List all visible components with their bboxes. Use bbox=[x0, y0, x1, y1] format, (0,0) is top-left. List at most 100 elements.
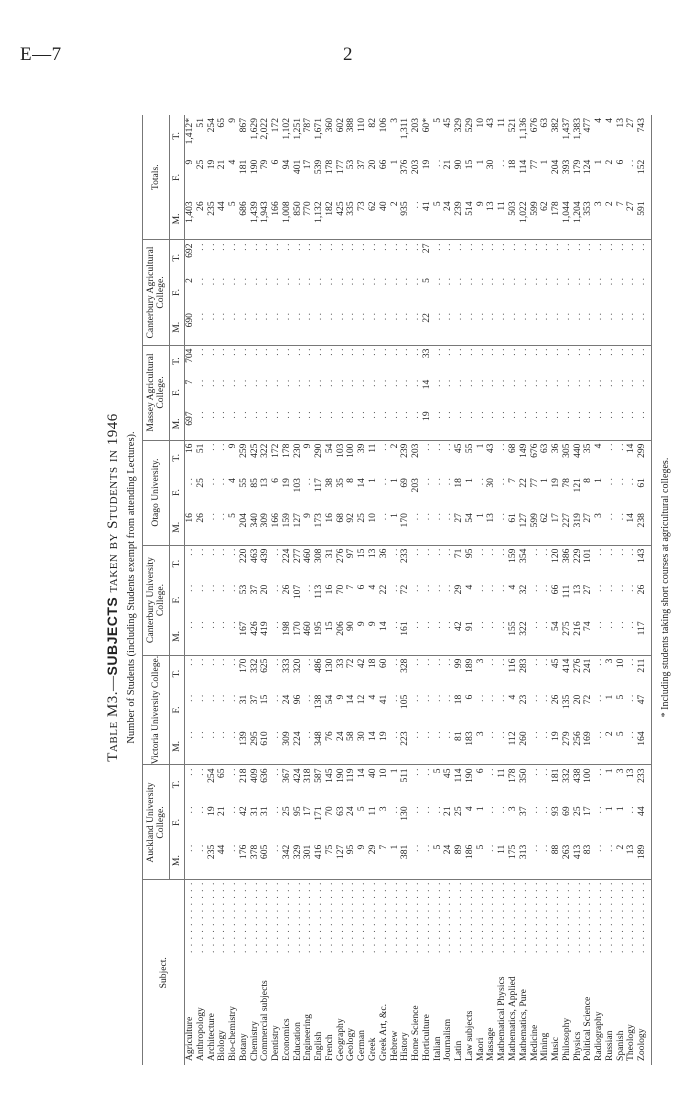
title-bold: SUBJECTS bbox=[104, 596, 120, 676]
subcolumn-header: T. bbox=[169, 440, 185, 476]
value-cell: . . bbox=[303, 478, 314, 486]
value-cell: 7 bbox=[615, 198, 627, 240]
value-cell: . . bbox=[561, 310, 573, 346]
subject-label: Mathematics, Pure bbox=[518, 987, 529, 1061]
value-cell: 31 bbox=[324, 548, 335, 559]
value-cell: 4 bbox=[594, 118, 605, 123]
subject-cell: Medicine bbox=[529, 880, 541, 1065]
value-cell: . . bbox=[432, 658, 443, 666]
value-cell: . . bbox=[626, 618, 638, 656]
value-cell: 19 bbox=[206, 159, 217, 170]
value-cell: . . bbox=[551, 310, 562, 346]
table-row: Maori 5 1 6 3 . . 3 . . . . . . 1 . . 1 . . . . . . . ..… bbox=[475, 115, 487, 1065]
value-cell: 521 bbox=[507, 118, 518, 133]
value-cell: . . bbox=[271, 408, 282, 441]
value-cell: 867 bbox=[238, 118, 249, 133]
value-cell: 42 bbox=[454, 618, 465, 656]
group-header: Victoria University College. bbox=[142, 655, 170, 765]
table-row: Horticulture . . . . . . . . . . . . . . . . . ..… bbox=[421, 115, 433, 1065]
value-cell: 11 bbox=[368, 443, 379, 453]
value-cell: . . bbox=[432, 548, 443, 556]
value-cell: . . bbox=[540, 841, 552, 880]
value-cell: 94 bbox=[281, 159, 292, 170]
table-row: Chemistry 378 31 409 295 37 332 426 37 463 340 85 42… bbox=[249, 115, 261, 1065]
value-cell: 19 bbox=[281, 478, 292, 488]
value-cell: 13 bbox=[368, 548, 379, 559]
subject-label: Bio-chemistry bbox=[228, 1004, 239, 1061]
value-cell: . . bbox=[540, 348, 551, 356]
value-cell: . . bbox=[228, 278, 239, 286]
value-cell: . . bbox=[507, 408, 519, 441]
table-row: French 75 70 145 76 54 130 15 16 31 16 38 54 . . . . . … bbox=[324, 115, 336, 1065]
value-cell: 424 bbox=[292, 768, 303, 783]
value-cell: . . bbox=[249, 379, 260, 387]
subject-label: Mathematics, Applied bbox=[507, 974, 518, 1061]
value-cell: . . bbox=[454, 348, 465, 356]
value-cell: 692 bbox=[184, 243, 196, 258]
value-cell: 203 bbox=[411, 478, 422, 493]
group-header: Canterbury University College. bbox=[142, 545, 170, 656]
value-cell: . . bbox=[604, 379, 615, 387]
value-cell: . . bbox=[518, 348, 529, 356]
value-cell: . . bbox=[497, 548, 508, 556]
table-row: Theology 13 . . 13 . . . . . . . . . . . . 14 . . 14… bbox=[626, 115, 638, 1065]
value-cell: 1 bbox=[368, 478, 379, 483]
value-cell: 10 bbox=[475, 118, 486, 128]
value-cell: 260 bbox=[518, 728, 530, 765]
page-reference: E—7 bbox=[20, 44, 62, 65]
value-cell: . . bbox=[335, 278, 346, 286]
subcolumn-header: M. bbox=[169, 310, 185, 346]
value-cell: . . bbox=[604, 243, 615, 251]
value-cell: 95 bbox=[292, 806, 303, 816]
value-cell: . . bbox=[594, 278, 605, 286]
value-cell: 25 bbox=[281, 806, 292, 816]
value-cell: 38 bbox=[324, 478, 335, 488]
value-cell: 27 bbox=[421, 243, 432, 254]
value-cell: 70 bbox=[335, 584, 346, 595]
value-cell: 30 bbox=[486, 478, 497, 488]
value-cell: . . bbox=[626, 159, 637, 167]
value-cell: . . bbox=[281, 310, 293, 346]
value-cell: 4 bbox=[507, 694, 518, 700]
subject-label: Education bbox=[292, 1020, 303, 1061]
value-cell: . . bbox=[228, 658, 239, 666]
value-cell: 127 bbox=[518, 510, 530, 546]
value-cell: . . bbox=[626, 694, 637, 702]
value-cell: . . bbox=[594, 379, 605, 387]
value-cell: . . bbox=[378, 443, 389, 451]
value-cell: 335 bbox=[346, 198, 358, 240]
value-cell: . . bbox=[551, 379, 562, 387]
value-cell: 2 bbox=[389, 198, 401, 240]
value-cell: . . bbox=[324, 348, 335, 356]
value-cell: 55 bbox=[238, 478, 249, 488]
value-cell: 31 bbox=[260, 806, 271, 816]
value-cell: . . bbox=[389, 310, 401, 346]
value-cell: 1 bbox=[615, 806, 626, 812]
value-cell: . . bbox=[497, 379, 508, 387]
value-cell: . . bbox=[594, 768, 605, 776]
value-cell: . . bbox=[228, 548, 239, 556]
value-cell: 107 bbox=[292, 584, 303, 600]
value-cell: 11 bbox=[497, 118, 508, 128]
value-cell: 204 bbox=[238, 510, 250, 546]
value-cell: . . bbox=[368, 243, 379, 251]
table-row: Bio-chemistry . . . . . . . . . . . . . . . . . .… bbox=[228, 115, 239, 1065]
subject-label: Spanish bbox=[615, 1028, 626, 1061]
value-cell: . . bbox=[583, 243, 594, 251]
value-cell: . . bbox=[637, 310, 652, 346]
value-cell: . . bbox=[626, 658, 637, 666]
value-cell: . . bbox=[195, 618, 207, 656]
value-cell: . . bbox=[475, 694, 486, 702]
value-cell: . . bbox=[292, 348, 303, 356]
value-cell: 13 bbox=[486, 510, 498, 546]
value-cell: 1 bbox=[389, 159, 400, 165]
value-cell: . . bbox=[540, 379, 551, 387]
value-cell: . . bbox=[615, 618, 627, 656]
value-cell: 2 bbox=[184, 278, 196, 283]
value-cell: 1 bbox=[475, 443, 486, 449]
value-cell: 77 bbox=[529, 478, 540, 488]
value-cell: 409 bbox=[249, 768, 260, 783]
value-cell: 10 bbox=[615, 658, 626, 669]
value-cell: . . bbox=[314, 379, 325, 387]
subcolumn-header: F. bbox=[169, 803, 185, 842]
